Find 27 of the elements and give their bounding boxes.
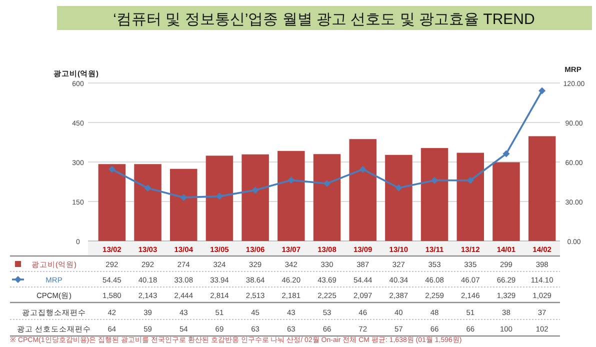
point	[180, 194, 188, 201]
point	[359, 166, 366, 173]
point	[108, 166, 116, 173]
bar	[528, 136, 556, 241]
bar	[170, 168, 198, 241]
bar	[492, 162, 520, 241]
bar	[349, 139, 376, 241]
bar	[98, 164, 126, 241]
point	[466, 176, 474, 184]
point	[252, 186, 259, 194]
point	[538, 87, 546, 94]
bar	[278, 150, 305, 241]
bar	[420, 148, 448, 241]
bar	[206, 156, 234, 241]
bar	[134, 164, 162, 241]
point	[502, 150, 510, 158]
bar	[242, 154, 269, 241]
point	[288, 176, 295, 184]
bar	[313, 154, 341, 241]
point	[216, 192, 223, 200]
point	[324, 180, 330, 187]
bar	[385, 154, 412, 241]
point	[395, 184, 402, 192]
point	[144, 184, 152, 192]
chart-title: ‘컴퓨터 및 정보통신’업종 월별 광고 선호도 및 광고효율 TREND	[113, 11, 535, 28]
bar	[456, 152, 484, 241]
point	[431, 176, 438, 184]
